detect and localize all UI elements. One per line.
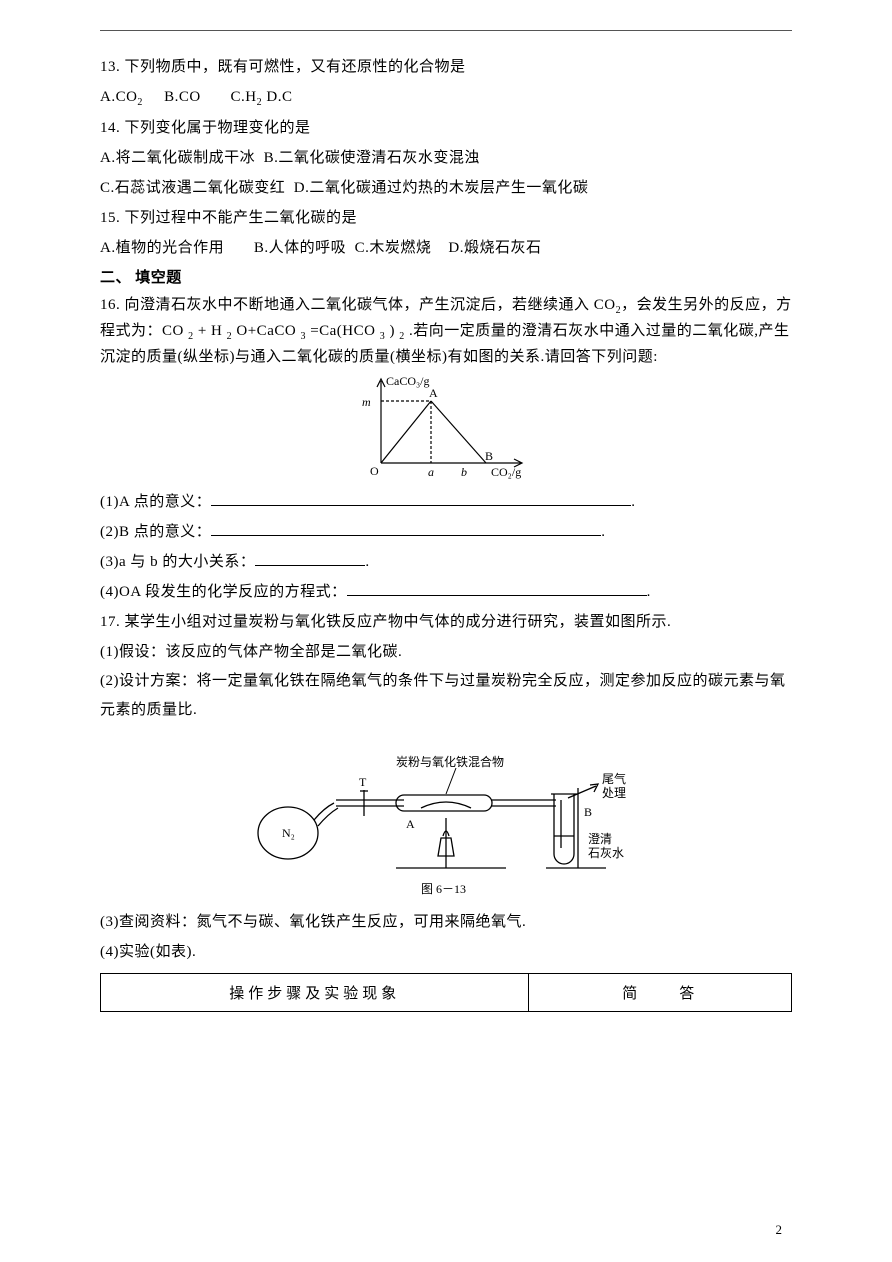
label-lime2: 石灰水 [588, 846, 624, 860]
q16-sub1-tail: . [631, 494, 635, 510]
q16-sub4: (4)OA 段发生的化学反应的方程式：. [100, 577, 792, 607]
q16-sub3-label: (3)a 与 b 的大小关系： [100, 554, 255, 570]
table-col1: 操作步骤及实验现象 [101, 974, 529, 1012]
q13-a: A.CO [100, 89, 137, 105]
q16-t1: 向澄清石灰水中不断地通入二氧化碳气体，产生沉淀后，若继续通入 CO [125, 297, 616, 313]
page-number: 2 [776, 1222, 783, 1238]
blank [211, 490, 631, 506]
chart-ylabel: CaCO₃/g [386, 374, 430, 388]
q17-p3: (3)查阅资料：氮气不与碳、氧化铁产生反应，可用来隔绝氧气. [100, 907, 792, 937]
q13-d: D.C [266, 89, 292, 105]
top-rule [100, 30, 792, 31]
q14-a: A.将二氧化碳制成干冰 [100, 150, 255, 166]
q16-sub2-label: (2)B 点的意义： [100, 524, 211, 540]
q14-c: C.石蕊试液遇二氧化碳变红 [100, 180, 285, 196]
table-row: 操作步骤及实验现象 简 答 [101, 974, 792, 1012]
blank [255, 550, 365, 566]
q14-ab: A.将二氧化碳制成干冰 B.二氧化碳使澄清石灰水变混浊 [100, 143, 792, 173]
label-B: B [584, 805, 592, 819]
q16-t4: O+CaCO [232, 323, 300, 339]
q16-sub4-tail: . [647, 584, 651, 600]
q17-apparatus: N₂ T A B 炭粉与氧化铁混合物 尾气 处理 澄清 石灰水 图 6－13 [100, 728, 792, 903]
chart-m: m [362, 395, 371, 409]
q16-t3: + H [194, 323, 227, 339]
q17-stem: 17. 某学生小组对过量炭粉与氧化铁反应产物中气体的成分进行研究，装置如图所示. [100, 607, 792, 637]
label-A: A [406, 817, 415, 831]
q14-text: 下列变化属于物理变化的是 [125, 120, 311, 136]
q16-sub3-tail: . [365, 554, 369, 570]
q13-b: B.CO [164, 89, 201, 105]
chart-a: a [428, 465, 434, 479]
label-tail1: 尾气 [602, 771, 626, 786]
blank [347, 580, 647, 596]
q17-text: 某学生小组对过量炭粉与氧化铁反应产物中气体的成分进行研究，装置如图所示. [125, 614, 672, 630]
label-tail2: 处理 [602, 786, 626, 800]
chart-B: B [485, 449, 493, 463]
q15-stem: 15. 下列过程中不能产生二氧化碳的是 [100, 203, 792, 233]
q13-number: 13. [100, 59, 120, 75]
q16-t5: =Ca(HCO [306, 323, 380, 339]
q16-sub2: (2)B 点的意义：. [100, 517, 792, 547]
q16-sub4-label: (4)OA 段发生的化学反应的方程式： [100, 584, 347, 600]
q16-stem: 16. 向澄清石灰水中不断地通入二氧化碳气体，产生沉淀后，若继续通入 CO2，会… [100, 293, 792, 369]
q16-chart: CaCO₃/g m A B O a b CO₂/g [100, 373, 792, 483]
q17-apparatus-svg: N₂ T A B 炭粉与氧化铁混合物 尾气 处理 澄清 石灰水 图 6－13 [246, 728, 646, 903]
q17-number: 17. [100, 614, 120, 630]
q15-c: C.木炭燃烧 [355, 240, 432, 256]
q16-sub1: (1)A 点的意义：. [100, 487, 792, 517]
q14-stem: 14. 下列变化属于物理变化的是 [100, 113, 792, 143]
q15-opts: A.植物的光合作用 B.人体的呼吸 C.木炭燃烧 D.煅烧石灰石 [100, 233, 792, 263]
chart-xlabel: CO₂/g [491, 465, 521, 479]
chart-A: A [429, 386, 438, 400]
page: 13. 下列物质中，既有可燃性，又有还原性的化合物是 A.CO2 B.CO C.… [0, 0, 892, 1262]
q13-options: A.CO2 B.CO C.H2 D.C [100, 82, 792, 113]
q16-sub2-tail: . [601, 524, 605, 540]
q16-sub3: (3)a 与 b 的大小关系：. [100, 547, 792, 577]
q17-table: 操作步骤及实验现象 简 答 [100, 973, 792, 1012]
apparatus-caption: 图 6－13 [421, 882, 466, 896]
blank [211, 520, 601, 536]
q17-p1: (1)假设：该反应的气体产物全部是二氧化碳. [100, 637, 792, 667]
q15-a: A.植物的光合作用 [100, 240, 224, 256]
q16-sub1-label: (1)A 点的意义： [100, 494, 211, 510]
q16-chart-svg: CaCO₃/g m A B O a b CO₂/g [346, 373, 546, 483]
q15-number: 15. [100, 210, 120, 226]
chart-O: O [370, 464, 379, 478]
q14-d: D.二氧化碳通过灼热的木炭层产生一氧化碳 [294, 180, 589, 196]
q13-text: 下列物质中，既有可燃性，又有还原性的化合物是 [125, 59, 466, 75]
label-mix: 炭粉与氧化铁混合物 [396, 754, 504, 769]
q17-p2: (2)设计方案：将一定量氧化铁在隔绝氧气的条件下与过量炭粉完全反应，测定参加反应… [100, 667, 792, 724]
q17-p4: (4)实验(如表). [100, 937, 792, 967]
q14-b: B.二氧化碳使澄清石灰水变混浊 [264, 150, 480, 166]
section2-heading: 二、 填空题 [100, 263, 792, 293]
table-col2: 简 答 [529, 974, 792, 1012]
chart-b: b [461, 465, 467, 479]
q13-c-sub: 2 [257, 97, 263, 108]
q15-text: 下列过程中不能产生二氧化碳的是 [125, 210, 358, 226]
q15-b: B.人体的呼吸 [254, 240, 346, 256]
q16-t6: ) [385, 323, 399, 339]
q14-cd: C.石蕊试液遇二氧化碳变红 D.二氧化碳通过灼热的木炭层产生一氧化碳 [100, 173, 792, 203]
q13-a-sub: 2 [137, 97, 143, 108]
label-N2: N₂ [282, 826, 295, 840]
q16-number: 16. [100, 297, 120, 313]
q15-d: D.煅烧石灰石 [448, 240, 541, 256]
label-lime1: 澄清 [588, 831, 612, 846]
label-T: T [359, 775, 367, 789]
q13-c: C.H [231, 89, 257, 105]
q13-stem: 13. 下列物质中，既有可燃性，又有还原性的化合物是 [100, 52, 792, 82]
q14-number: 14. [100, 120, 120, 136]
